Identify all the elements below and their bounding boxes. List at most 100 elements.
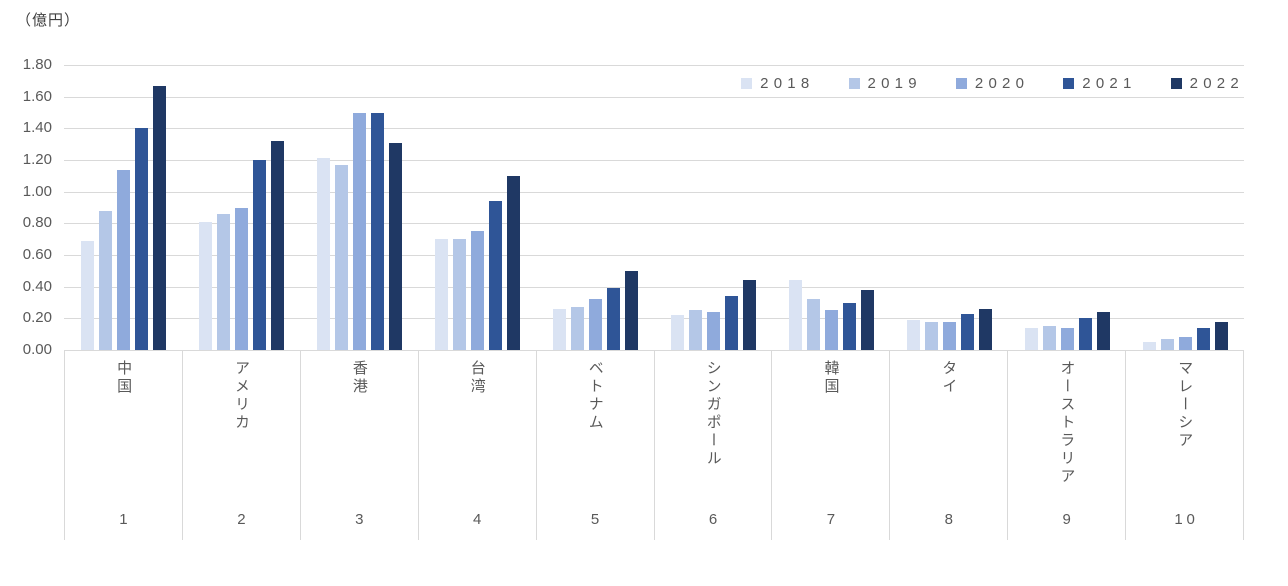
category-cell-8: タイ 8 (889, 350, 1007, 540)
gridline (64, 65, 1244, 66)
category-cell-2: アメリカ 2 (181, 350, 300, 540)
legend-swatch-icon (848, 78, 860, 89)
legend-item-2021: 2021 (1063, 75, 1136, 92)
bar-2020 (706, 312, 720, 350)
bar-2018 (316, 158, 330, 350)
bar-2019 (216, 213, 230, 350)
y-tick-label: 1.80 (22, 56, 52, 73)
category-rank-label: 2 (237, 511, 250, 528)
bar-2020 (588, 299, 602, 350)
category-label: 中国 (115, 360, 133, 396)
bar-2021 (606, 288, 620, 350)
plot-area (64, 65, 1244, 351)
bars-layer (64, 65, 1244, 350)
bar-2021 (1196, 327, 1210, 350)
gridline (64, 96, 1244, 98)
bar-2021 (370, 112, 384, 350)
category-label: オーストラリア (1058, 360, 1076, 486)
category-rank-label: 9 (1062, 511, 1075, 528)
legend-label: 2019 (867, 75, 922, 92)
legend-item-2018: 2018 (741, 75, 814, 92)
legend-item-2019: 2019 (848, 75, 922, 92)
category-cell-7: 韓国 7 (771, 350, 889, 540)
y-tick-label: 1.40 (22, 119, 52, 137)
bar-group-8 (890, 65, 1008, 350)
category-rank-label: 8 (944, 511, 957, 528)
bar-2019 (1042, 326, 1056, 350)
legend-swatch-icon (955, 78, 967, 89)
legend-label: 2018 (760, 75, 815, 92)
bar-2020 (1178, 337, 1192, 350)
legend-item-2020: 2020 (955, 75, 1030, 92)
bar-2018 (80, 240, 94, 350)
bar-2022 (1214, 321, 1228, 350)
category-label: ベトナム (586, 360, 604, 432)
legend-label: 2021 (1082, 75, 1137, 92)
bar-2022 (152, 85, 166, 350)
legend-label: 2022 (1189, 75, 1244, 92)
bar-2021 (252, 160, 266, 350)
legend: 2018 2019 2020 2021 2022 (741, 75, 1244, 92)
category-cell-4: 台湾 4 (417, 350, 536, 540)
category-rank-label: 5 (590, 511, 603, 528)
gridline (64, 255, 1244, 256)
bar-2019 (806, 299, 820, 350)
bar-group-6 (654, 65, 772, 350)
y-tick-label: 1.60 (22, 87, 52, 105)
bar-2020 (116, 169, 130, 350)
bar-2018 (788, 280, 802, 350)
category-cell-10: マレーシア 10 (1125, 350, 1245, 540)
bar-2018 (552, 308, 566, 350)
category-label: 香港 (350, 360, 368, 396)
bar-2021 (960, 313, 974, 350)
gridline (64, 160, 1244, 161)
bar-2019 (924, 321, 938, 350)
bar-2022 (270, 141, 284, 350)
bar-group-2 (182, 65, 300, 350)
bar-2020 (824, 310, 838, 350)
legend-swatch-icon (1063, 78, 1075, 89)
category-cell-5: ベトナム 5 (535, 350, 654, 540)
category-cell-9: オーストラリア 9 (1007, 350, 1125, 540)
category-rank-label: 3 (355, 511, 368, 528)
category-label: 台湾 (468, 360, 486, 396)
bar-2020 (470, 231, 484, 350)
bar-2019 (452, 239, 466, 350)
bar-group-7 (772, 65, 890, 350)
y-tick-label: 0.40 (22, 277, 52, 295)
category-label: マレーシア (1176, 360, 1194, 450)
bar-2019 (570, 307, 584, 350)
category-rank-label: 7 (826, 511, 839, 528)
category-cell-6: シンガポール 6 (653, 350, 772, 540)
gridline (64, 223, 1244, 225)
bar-2019 (688, 310, 702, 350)
gridline (64, 128, 1244, 130)
bar-2018 (906, 319, 920, 350)
bar-group-4 (418, 65, 536, 350)
legend-swatch-icon (741, 78, 753, 89)
bar-2019 (1160, 338, 1174, 350)
bar-2020 (1060, 327, 1074, 350)
y-tick-label: 0.20 (22, 309, 52, 327)
category-label: アメリカ (232, 360, 250, 432)
bar-2018 (670, 315, 684, 350)
legend-item-2022: 2022 (1170, 75, 1244, 92)
bar-2022 (978, 308, 992, 350)
bar-2021 (488, 201, 502, 350)
bar-2021 (134, 128, 148, 350)
y-axis-unit-label: （億円） (16, 12, 81, 29)
legend-swatch-icon (1170, 78, 1182, 89)
bar-2022 (624, 270, 638, 350)
x-axis: 中国 1 アメリカ 2 香港 3 台湾 4 ベトナム 5 シンガポール 6 韓国 7 タイ 8 オーストラリア 9… (64, 350, 1245, 540)
bar-2022 (388, 142, 402, 350)
y-tick-label: 1.00 (22, 182, 52, 200)
bar-2022 (506, 175, 520, 350)
legend-label: 2020 (974, 75, 1030, 92)
category-rank-label: 4 (473, 511, 486, 528)
category-label: シンガポール (704, 360, 722, 468)
category-rank-label: 1 (119, 511, 132, 528)
gridline (64, 191, 1244, 193)
bar-group-5 (536, 65, 654, 350)
bar-group-3 (300, 65, 418, 350)
y-tick-label: 0.00 (22, 341, 52, 358)
